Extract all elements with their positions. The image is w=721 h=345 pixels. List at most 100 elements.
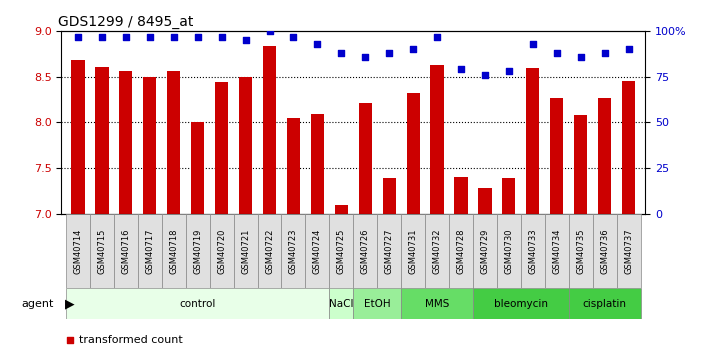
FancyBboxPatch shape xyxy=(257,214,281,288)
Text: GSM40727: GSM40727 xyxy=(385,228,394,274)
Text: GSM40728: GSM40728 xyxy=(456,228,466,274)
FancyBboxPatch shape xyxy=(66,288,329,319)
Point xyxy=(360,54,371,59)
Text: GSM40725: GSM40725 xyxy=(337,228,346,274)
FancyBboxPatch shape xyxy=(401,214,425,288)
Point xyxy=(288,34,299,39)
FancyBboxPatch shape xyxy=(281,214,306,288)
Text: GSM40716: GSM40716 xyxy=(121,228,131,274)
Text: cisplatin: cisplatin xyxy=(583,299,627,308)
Point xyxy=(311,41,323,47)
Bar xyxy=(598,98,611,214)
Point xyxy=(479,72,491,78)
Text: EtOH: EtOH xyxy=(364,299,391,308)
Point xyxy=(599,50,611,56)
Bar xyxy=(287,118,300,214)
FancyBboxPatch shape xyxy=(234,214,257,288)
FancyBboxPatch shape xyxy=(569,214,593,288)
Point xyxy=(427,253,438,259)
Point xyxy=(335,50,347,56)
Point xyxy=(168,34,180,39)
Text: bleomycin: bleomycin xyxy=(494,299,548,308)
Bar xyxy=(335,205,348,214)
Point xyxy=(264,28,275,34)
Point xyxy=(623,47,634,52)
Text: GSM40722: GSM40722 xyxy=(265,228,274,274)
Point xyxy=(96,34,107,39)
Text: GSM40718: GSM40718 xyxy=(169,228,178,274)
Point xyxy=(144,34,156,39)
Text: GSM40714: GSM40714 xyxy=(74,228,82,274)
Bar xyxy=(311,114,324,214)
Point xyxy=(427,65,438,71)
Text: GSM40735: GSM40735 xyxy=(576,228,585,274)
Bar xyxy=(358,103,372,214)
FancyBboxPatch shape xyxy=(473,288,569,319)
FancyBboxPatch shape xyxy=(521,214,545,288)
Bar xyxy=(503,178,516,214)
Text: GSM40726: GSM40726 xyxy=(360,228,370,274)
FancyBboxPatch shape xyxy=(66,214,90,288)
Text: GSM40731: GSM40731 xyxy=(409,228,417,274)
Bar xyxy=(622,81,635,214)
Point xyxy=(120,34,132,39)
Text: GSM40720: GSM40720 xyxy=(217,228,226,274)
Point xyxy=(527,41,539,47)
FancyBboxPatch shape xyxy=(545,214,569,288)
Bar xyxy=(191,122,204,214)
FancyBboxPatch shape xyxy=(138,214,162,288)
Text: GSM40730: GSM40730 xyxy=(505,228,513,274)
Point xyxy=(455,67,466,72)
Text: GSM40734: GSM40734 xyxy=(552,228,561,274)
Bar xyxy=(120,71,133,214)
Bar xyxy=(430,65,443,214)
FancyBboxPatch shape xyxy=(616,214,640,288)
Point xyxy=(431,34,443,39)
FancyBboxPatch shape xyxy=(377,214,401,288)
Point xyxy=(551,50,562,56)
Point xyxy=(384,50,395,56)
Text: agent: agent xyxy=(22,299,54,308)
Text: transformed count: transformed count xyxy=(79,335,182,345)
Text: GSM40719: GSM40719 xyxy=(193,228,202,274)
FancyBboxPatch shape xyxy=(569,288,640,319)
Point xyxy=(503,69,515,74)
FancyBboxPatch shape xyxy=(162,214,186,288)
FancyBboxPatch shape xyxy=(329,214,353,288)
Bar xyxy=(143,77,156,214)
Text: MMS: MMS xyxy=(425,299,449,308)
Bar xyxy=(71,60,84,214)
Bar xyxy=(239,77,252,214)
FancyBboxPatch shape xyxy=(90,214,114,288)
Text: GDS1299 / 8495_at: GDS1299 / 8495_at xyxy=(58,14,194,29)
Text: NaCl: NaCl xyxy=(329,299,353,308)
Bar xyxy=(263,46,276,214)
Text: GSM40724: GSM40724 xyxy=(313,228,322,274)
Point xyxy=(240,37,252,43)
Bar xyxy=(526,68,539,214)
Text: GSM40717: GSM40717 xyxy=(146,228,154,274)
Text: GSM40737: GSM40737 xyxy=(624,228,633,274)
Text: GSM40732: GSM40732 xyxy=(433,228,441,274)
FancyBboxPatch shape xyxy=(353,288,401,319)
Bar xyxy=(383,178,396,214)
FancyBboxPatch shape xyxy=(114,214,138,288)
FancyBboxPatch shape xyxy=(473,214,497,288)
Text: GSM40723: GSM40723 xyxy=(289,228,298,274)
Bar xyxy=(478,188,492,214)
Bar xyxy=(407,93,420,214)
Point xyxy=(575,54,586,59)
Point xyxy=(216,34,227,39)
FancyBboxPatch shape xyxy=(210,214,234,288)
Point xyxy=(72,34,84,39)
Point xyxy=(192,34,203,39)
Bar xyxy=(167,71,180,214)
Text: GSM40736: GSM40736 xyxy=(600,228,609,274)
FancyBboxPatch shape xyxy=(401,288,473,319)
FancyBboxPatch shape xyxy=(186,214,210,288)
Text: GSM40733: GSM40733 xyxy=(528,228,537,274)
FancyBboxPatch shape xyxy=(425,214,449,288)
Bar xyxy=(574,115,587,214)
Text: control: control xyxy=(180,299,216,308)
FancyBboxPatch shape xyxy=(329,288,353,319)
